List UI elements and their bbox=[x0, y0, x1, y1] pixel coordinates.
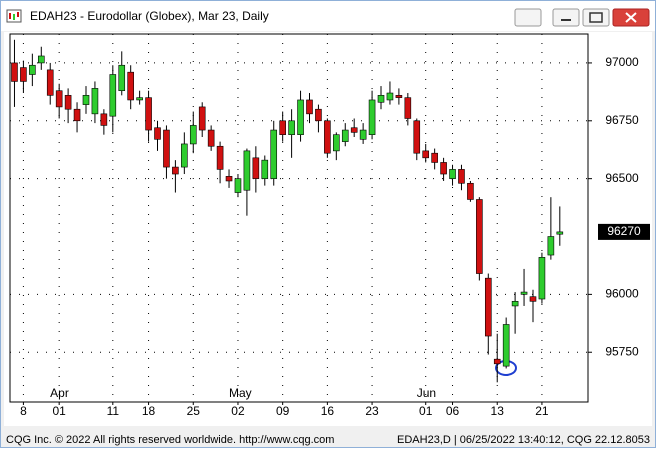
x-tick-label: 25 bbox=[187, 404, 201, 418]
plot-frame bbox=[9, 33, 589, 403]
x-tick-label: 8 bbox=[20, 404, 27, 418]
candle-body bbox=[359, 129, 367, 140]
x-tick-label: 06 bbox=[446, 404, 460, 418]
candle-body bbox=[511, 301, 519, 307]
candle-body bbox=[109, 74, 117, 117]
y-tick-label: 96000 bbox=[605, 287, 639, 301]
x-tick-label: 21 bbox=[535, 404, 549, 418]
candle-body bbox=[181, 143, 188, 168]
x-tick-label: 01 bbox=[52, 404, 66, 418]
candle-body bbox=[73, 108, 81, 122]
candle-body bbox=[225, 176, 233, 182]
maximize-button[interactable] bbox=[582, 8, 610, 27]
month-label: Jun bbox=[417, 386, 436, 400]
candle-body bbox=[431, 152, 438, 163]
x-tick-label: 09 bbox=[276, 404, 290, 418]
candle-body bbox=[207, 129, 215, 147]
candle-body bbox=[306, 99, 313, 115]
last-price-box bbox=[598, 223, 650, 240]
link-button[interactable] bbox=[514, 8, 542, 27]
candle-body bbox=[163, 129, 170, 168]
minimize-button[interactable] bbox=[552, 8, 580, 27]
candle-body bbox=[484, 277, 492, 337]
y-tick-label: 95750 bbox=[605, 344, 639, 358]
candle-body bbox=[386, 92, 394, 101]
y-tick-label: 96750 bbox=[605, 113, 639, 127]
candle-body bbox=[413, 120, 421, 154]
candle-body bbox=[100, 113, 108, 126]
x-tick-label: 11 bbox=[107, 404, 120, 418]
candle-body bbox=[556, 231, 564, 235]
candle-body bbox=[37, 55, 45, 64]
candle-body bbox=[270, 129, 278, 179]
footer-status: EDAH23,D | 06/25/2022 13:40:12, CQG 22.1… bbox=[397, 434, 650, 446]
candle-body bbox=[288, 120, 295, 135]
candle-body bbox=[467, 182, 474, 200]
candle-body bbox=[333, 134, 340, 152]
candle-body bbox=[368, 99, 376, 135]
candle-body bbox=[127, 71, 134, 101]
candle-body bbox=[29, 64, 36, 75]
candle-body bbox=[198, 106, 206, 131]
candle-body bbox=[350, 127, 358, 133]
window-title: EDAH23 - Eurodollar (Globex), Mar 23, Da… bbox=[30, 9, 269, 23]
x-tick-label: 13 bbox=[491, 404, 505, 418]
candle-body bbox=[216, 145, 224, 170]
window-buttons[interactable] bbox=[514, 8, 650, 27]
candle-body bbox=[529, 296, 537, 302]
candle-body bbox=[46, 69, 54, 96]
candle-body bbox=[252, 157, 260, 179]
candle-body bbox=[234, 178, 242, 193]
candle-body bbox=[20, 67, 27, 82]
month-label: Apr bbox=[50, 386, 69, 400]
candle-body bbox=[422, 150, 430, 159]
candle-body bbox=[493, 358, 501, 365]
last-price-label: 96270 bbox=[607, 224, 641, 238]
candle-body bbox=[55, 90, 63, 108]
candle-body bbox=[458, 169, 465, 184]
x-tick-label: 02 bbox=[231, 404, 245, 418]
x-tick-label: 16 bbox=[321, 404, 335, 418]
candle-body bbox=[440, 162, 447, 175]
candle-body bbox=[324, 120, 331, 154]
candle-body bbox=[172, 166, 179, 175]
candle-body bbox=[64, 95, 72, 110]
month-label: May bbox=[229, 386, 252, 400]
candle-body bbox=[261, 159, 269, 179]
candle-body bbox=[502, 324, 510, 367]
candle-body bbox=[118, 64, 126, 92]
footer-copyright: CQG Inc. © 2022 All rights reserved worl… bbox=[6, 434, 334, 446]
candle-body bbox=[11, 62, 18, 82]
candle-body bbox=[377, 95, 385, 103]
y-tick-label: 96500 bbox=[605, 171, 639, 185]
x-tick-label: 01 bbox=[419, 404, 433, 418]
candle-body bbox=[538, 257, 546, 300]
candle-body bbox=[404, 97, 412, 119]
y-tick-label: 97000 bbox=[605, 55, 639, 69]
candle-body bbox=[547, 236, 555, 256]
title-bar bbox=[1, 1, 655, 31]
candle-body bbox=[297, 99, 304, 135]
x-tick-label: 18 bbox=[142, 404, 156, 418]
candle-body bbox=[476, 199, 483, 274]
candle-body bbox=[82, 95, 90, 105]
candle-body bbox=[315, 108, 322, 122]
candle-body bbox=[520, 291, 528, 295]
candle-body bbox=[145, 97, 152, 131]
candle-body bbox=[154, 127, 161, 140]
candle-body bbox=[91, 88, 99, 115]
candle-body bbox=[395, 95, 403, 98]
candle-body bbox=[449, 169, 456, 179]
app-icon bbox=[6, 9, 22, 23]
candle-body bbox=[136, 97, 143, 101]
candle-body bbox=[243, 150, 251, 191]
x-tick-label: 23 bbox=[365, 404, 379, 418]
candle-body bbox=[189, 125, 197, 145]
candle-body bbox=[341, 129, 349, 142]
candle-body bbox=[279, 120, 286, 135]
